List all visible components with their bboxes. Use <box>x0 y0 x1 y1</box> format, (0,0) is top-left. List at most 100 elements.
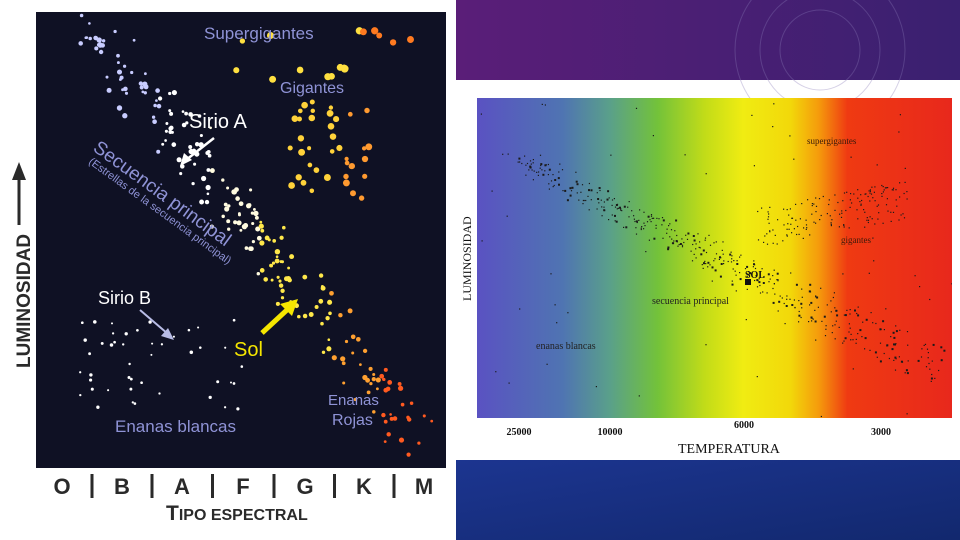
star-point <box>645 251 647 253</box>
star-point <box>556 322 558 324</box>
star-dot <box>229 381 233 384</box>
arrowhead-sirius-a <box>180 153 192 166</box>
star-point <box>830 222 832 224</box>
star-dot <box>371 27 379 35</box>
star-point <box>635 233 638 235</box>
star-point <box>676 234 678 237</box>
star-dot <box>328 311 332 316</box>
star-point <box>578 199 580 201</box>
star-point <box>786 235 788 237</box>
star-point <box>815 339 817 341</box>
star-point <box>873 191 875 193</box>
arrowhead-sirius-b <box>161 328 174 340</box>
star-point <box>818 198 821 200</box>
star-point <box>564 189 567 192</box>
star-point <box>812 318 814 320</box>
star-dot <box>342 381 346 385</box>
star-dot <box>168 91 172 96</box>
star-dot <box>297 314 301 319</box>
star-dot <box>221 178 225 182</box>
star-point <box>899 329 901 331</box>
star-point <box>896 205 898 207</box>
star-point <box>860 204 862 206</box>
star-point <box>715 253 718 255</box>
star-point <box>917 359 920 362</box>
star-point <box>619 206 621 209</box>
star-point <box>751 114 753 116</box>
star-dot <box>358 195 365 201</box>
star-dot <box>93 320 97 324</box>
star-point <box>646 221 649 223</box>
star-dot <box>130 70 134 75</box>
star-point <box>736 263 739 265</box>
star-point <box>569 187 572 190</box>
star-dot <box>121 343 125 346</box>
star-point <box>777 219 779 221</box>
star-point <box>876 356 878 358</box>
star-point <box>601 215 603 217</box>
spectral-separator <box>392 474 396 498</box>
star-point <box>628 201 630 203</box>
star-point <box>767 218 769 220</box>
star-dot <box>107 389 110 392</box>
star-point <box>681 246 684 248</box>
star-dot <box>93 35 98 41</box>
star-dot <box>158 392 161 395</box>
star-point <box>575 180 578 183</box>
star-point <box>587 195 589 197</box>
star-point <box>830 225 832 227</box>
star-point <box>701 264 703 266</box>
star-dot <box>139 85 144 90</box>
star-point <box>774 234 776 236</box>
star-dot <box>279 235 284 240</box>
star-point <box>841 210 843 212</box>
star-dot <box>324 73 332 81</box>
star-dot <box>199 199 205 205</box>
star-point <box>675 219 678 222</box>
star-point <box>854 309 856 312</box>
star-dot <box>131 401 134 404</box>
star-point <box>636 221 638 224</box>
star-point <box>711 266 714 269</box>
star-point <box>815 211 817 213</box>
r-x-tick-label: 25000 <box>507 427 532 438</box>
star-point <box>748 271 750 273</box>
star-point <box>785 305 788 307</box>
star-point <box>931 360 933 362</box>
spectral-separator <box>211 474 214 498</box>
star-point <box>800 316 802 319</box>
star-dot <box>364 107 370 114</box>
star-point <box>588 182 590 185</box>
star-dot <box>376 32 383 39</box>
star-point <box>691 260 694 262</box>
star-point <box>608 197 610 199</box>
star-point <box>835 320 837 322</box>
star-dot <box>328 105 334 110</box>
star-dot <box>287 266 291 270</box>
star-dot <box>237 213 242 217</box>
star-dot <box>171 142 177 147</box>
star-dot <box>205 184 211 191</box>
star-dot <box>389 416 394 421</box>
star-point <box>798 233 800 235</box>
star-point <box>561 169 564 171</box>
star-point <box>842 200 844 202</box>
star-point <box>567 312 569 314</box>
star-point <box>867 219 870 221</box>
star-point <box>867 195 869 198</box>
star-dot <box>79 393 82 397</box>
spectrum-plot-area <box>477 98 952 418</box>
star-point <box>525 164 527 166</box>
star-point <box>674 230 676 232</box>
star-point <box>678 244 680 246</box>
star-dot <box>123 86 128 92</box>
star-point <box>862 321 864 323</box>
star-point <box>826 213 828 215</box>
star-point <box>821 320 823 322</box>
star-point <box>633 215 635 217</box>
star-dot <box>171 90 177 96</box>
star-point <box>877 218 879 220</box>
star-point <box>906 191 908 193</box>
star-point <box>794 307 796 309</box>
star-point <box>772 275 774 277</box>
